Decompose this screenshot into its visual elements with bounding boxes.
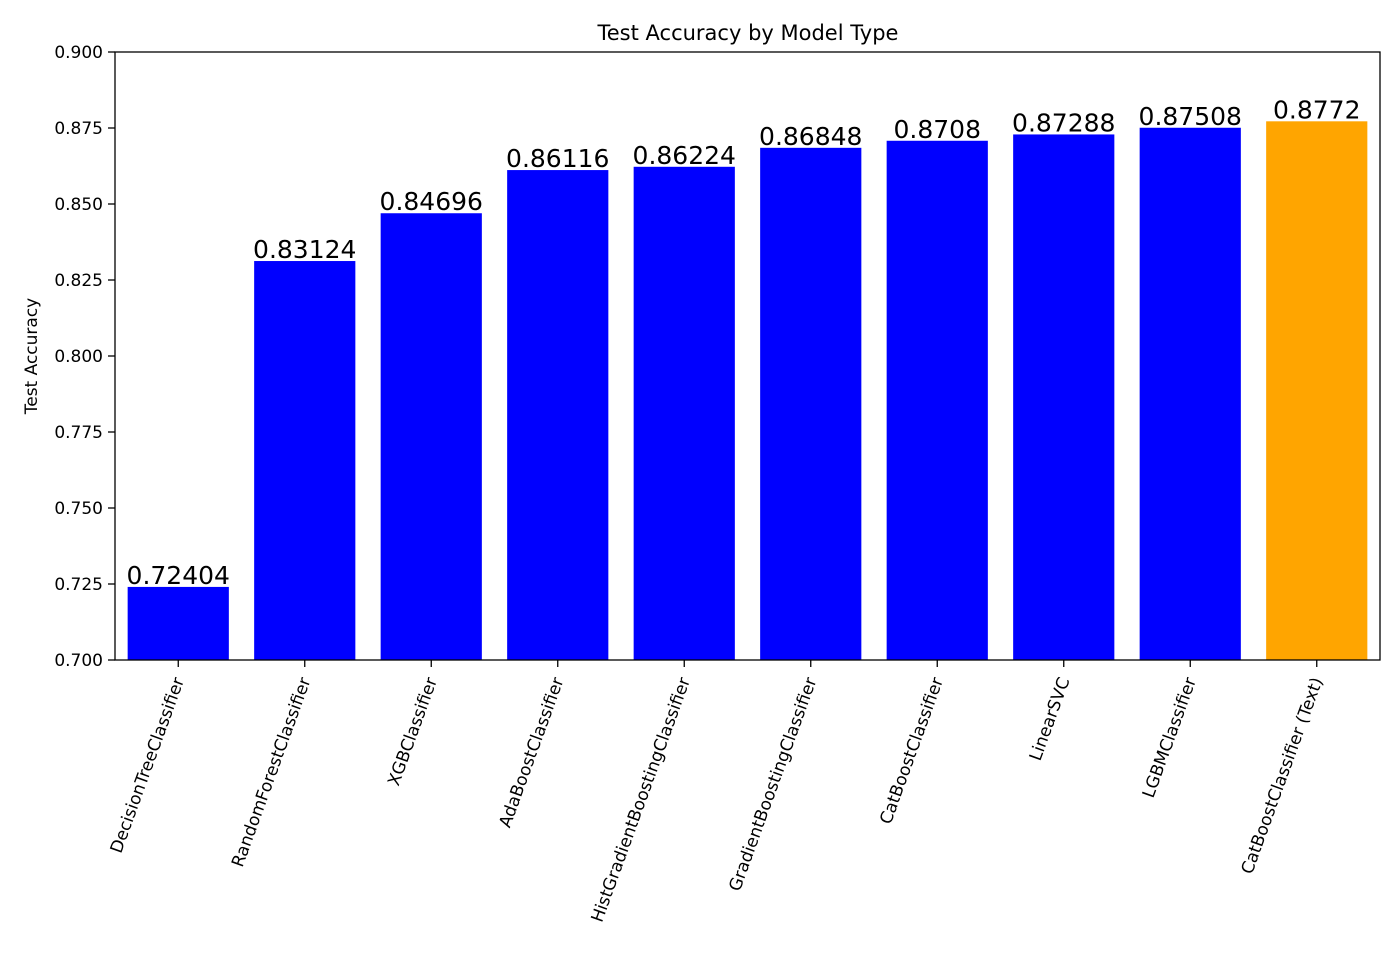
bar <box>254 261 356 660</box>
bar <box>633 166 735 660</box>
y-tick-label: 0.900 <box>54 43 103 63</box>
bar <box>380 213 482 661</box>
chart-title: Test Accuracy by Model Type <box>597 21 899 45</box>
data-label: 0.72404 <box>127 561 230 590</box>
y-tick-label: 0.825 <box>54 271 103 291</box>
y-tick-label: 0.775 <box>54 423 103 443</box>
bar-series <box>127 121 1368 661</box>
bar <box>1266 121 1368 660</box>
data-label: 0.83124 <box>253 235 356 264</box>
data-labels: 0.72404 0.83124 0.84696 0.86116 0.86224 0.868… <box>127 95 1361 590</box>
y-tick-label: 0.800 <box>54 347 103 367</box>
y-tick-label: 0.875 <box>54 119 103 139</box>
data-label: 0.86116 <box>506 144 609 173</box>
y-axis-label: Test Accuracy <box>22 298 42 416</box>
bar <box>507 170 609 660</box>
bar <box>886 140 988 660</box>
y-tick-label: 0.700 <box>54 651 103 671</box>
data-label: 0.86848 <box>759 122 862 151</box>
bar <box>1139 127 1241 661</box>
bar <box>1013 134 1115 660</box>
data-label: 0.87288 <box>1012 108 1115 137</box>
plot-frame <box>114 51 1381 661</box>
bar <box>127 586 229 660</box>
data-label: 0.8708 <box>894 115 981 144</box>
data-label: 0.87508 <box>1139 102 1242 131</box>
data-label: 0.8772 <box>1273 95 1360 124</box>
y-tick-label: 0.850 <box>54 195 103 215</box>
bar <box>760 147 862 660</box>
y-tick-label: 0.725 <box>54 575 103 595</box>
data-label: 0.84696 <box>380 187 483 216</box>
y-axis: 0.700 0.725 0.750 0.775 0.800 0.825 0.850 0.875… <box>54 43 115 671</box>
data-label: 0.86224 <box>633 141 736 170</box>
y-tick-label: 0.750 <box>54 499 103 519</box>
